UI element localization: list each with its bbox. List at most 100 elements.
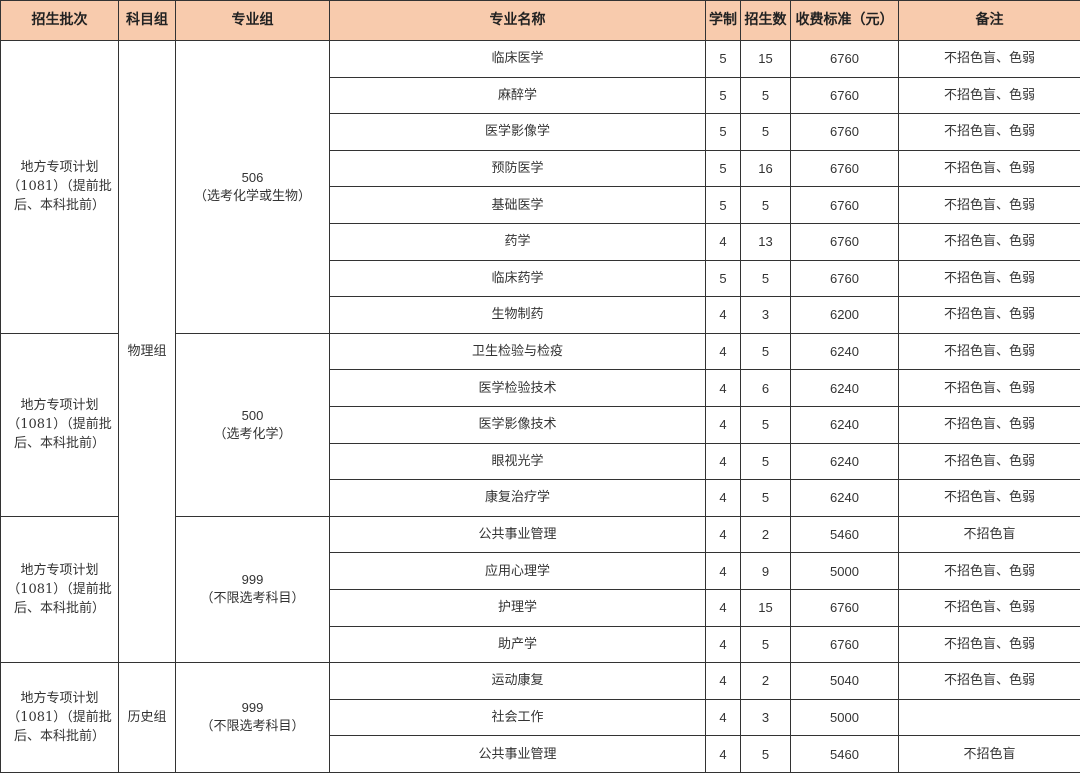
years-cell: 5 [706,187,741,224]
fee-cell: 6760 [791,150,899,187]
note-cell: 不招色盲、色弱 [899,150,1080,187]
fee-cell: 6760 [791,41,899,78]
fee-cell: 6240 [791,406,899,443]
fee-cell: 6760 [791,77,899,114]
fee-cell: 5460 [791,736,899,773]
header-subject-group: 科目组 [119,1,176,41]
major-name-cell: 社会工作 [330,699,706,736]
note-cell: 不招色盲、色弱 [899,223,1080,260]
quota-cell: 13 [741,223,791,260]
major-name-cell: 护理学 [330,589,706,626]
note-cell: 不招色盲、色弱 [899,297,1080,334]
note-cell: 不招色盲、色弱 [899,114,1080,151]
major-group-code: 500 [178,406,327,425]
years-cell: 4 [706,553,741,590]
quota-cell: 5 [741,260,791,297]
years-cell: 4 [706,699,741,736]
quota-cell: 15 [741,589,791,626]
batch-cell: 地方专项计划（1081）（提前批后、本科批前） [1,516,119,662]
note-cell: 不招色盲、色弱 [899,443,1080,480]
years-cell: 4 [706,516,741,553]
major-group-requirement: （选考化学或生物） [178,187,327,206]
note-cell: 不招色盲、色弱 [899,41,1080,78]
fee-cell: 5000 [791,699,899,736]
major-name-cell: 麻醉学 [330,77,706,114]
fee-cell: 5000 [791,553,899,590]
fee-cell: 6240 [791,480,899,517]
quota-cell: 5 [741,406,791,443]
fee-cell: 6760 [791,114,899,151]
quota-cell: 2 [741,516,791,553]
note-cell [899,699,1080,736]
major-name-cell: 运动康复 [330,663,706,700]
major-group-requirement: （不限选考科目） [178,717,327,736]
major-name-cell: 应用心理学 [330,553,706,590]
years-cell: 4 [706,223,741,260]
subject-group-cell: 物理组 [119,41,176,663]
quota-cell: 6 [741,370,791,407]
batch-cell: 地方专项计划（1081）（提前批后、本科批前） [1,41,119,334]
quota-cell: 16 [741,150,791,187]
quota-cell: 5 [741,187,791,224]
major-name-cell: 公共事业管理 [330,516,706,553]
major-name-cell: 眼视光学 [330,443,706,480]
years-cell: 4 [706,370,741,407]
note-cell: 不招色盲、色弱 [899,370,1080,407]
fee-cell: 5460 [791,516,899,553]
quota-cell: 2 [741,663,791,700]
note-cell: 不招色盲、色弱 [899,589,1080,626]
header-years: 学制 [706,1,741,41]
batch-cell: 地方专项计划（1081）（提前批后、本科批前） [1,663,119,773]
fee-cell: 6760 [791,187,899,224]
years-cell: 4 [706,443,741,480]
years-cell: 4 [706,406,741,443]
major-name-cell: 医学影像学 [330,114,706,151]
fee-cell: 6760 [791,223,899,260]
fee-cell: 5040 [791,663,899,700]
major-group-cell: 500（选考化学） [176,333,330,516]
fee-cell: 6240 [791,370,899,407]
years-cell: 4 [706,297,741,334]
major-name-cell: 卫生检验与检疫 [330,333,706,370]
quota-cell: 5 [741,333,791,370]
subject-group-cell: 历史组 [119,663,176,773]
header-fee: 收费标准（元） [791,1,899,41]
major-group-code: 506 [178,168,327,187]
major-group-cell: 506（选考化学或生物） [176,41,330,334]
years-cell: 4 [706,333,741,370]
major-group-requirement: （选考化学） [178,425,327,444]
note-cell: 不招色盲、色弱 [899,187,1080,224]
fee-cell: 6240 [791,333,899,370]
note-cell: 不招色盲 [899,516,1080,553]
fee-cell: 6760 [791,589,899,626]
major-group-cell: 999（不限选考科目） [176,516,330,662]
major-name-cell: 康复治疗学 [330,480,706,517]
major-group-code: 999 [178,698,327,717]
fee-cell: 6200 [791,297,899,334]
major-name-cell: 基础医学 [330,187,706,224]
years-cell: 4 [706,626,741,663]
major-name-cell: 医学检验技术 [330,370,706,407]
years-cell: 5 [706,77,741,114]
quota-cell: 3 [741,699,791,736]
quota-cell: 3 [741,297,791,334]
header-batch: 招生批次 [1,1,119,41]
header-row: 招生批次 科目组 专业组 专业名称 学制 招生数 收费标准（元） 备注 [1,1,1080,41]
major-group-cell: 999（不限选考科目） [176,663,330,773]
years-cell: 5 [706,41,741,78]
quota-cell: 5 [741,626,791,663]
years-cell: 4 [706,736,741,773]
header-note: 备注 [899,1,1080,41]
batch-cell: 地方专项计划（1081）（提前批后、本科批前） [1,333,119,516]
major-name-cell: 生物制药 [330,297,706,334]
fee-cell: 6240 [791,443,899,480]
years-cell: 4 [706,480,741,517]
quota-cell: 5 [741,480,791,517]
fee-cell: 6760 [791,260,899,297]
header-major-group: 专业组 [176,1,330,41]
note-cell: 不招色盲、色弱 [899,77,1080,114]
years-cell: 5 [706,260,741,297]
note-cell: 不招色盲、色弱 [899,626,1080,663]
